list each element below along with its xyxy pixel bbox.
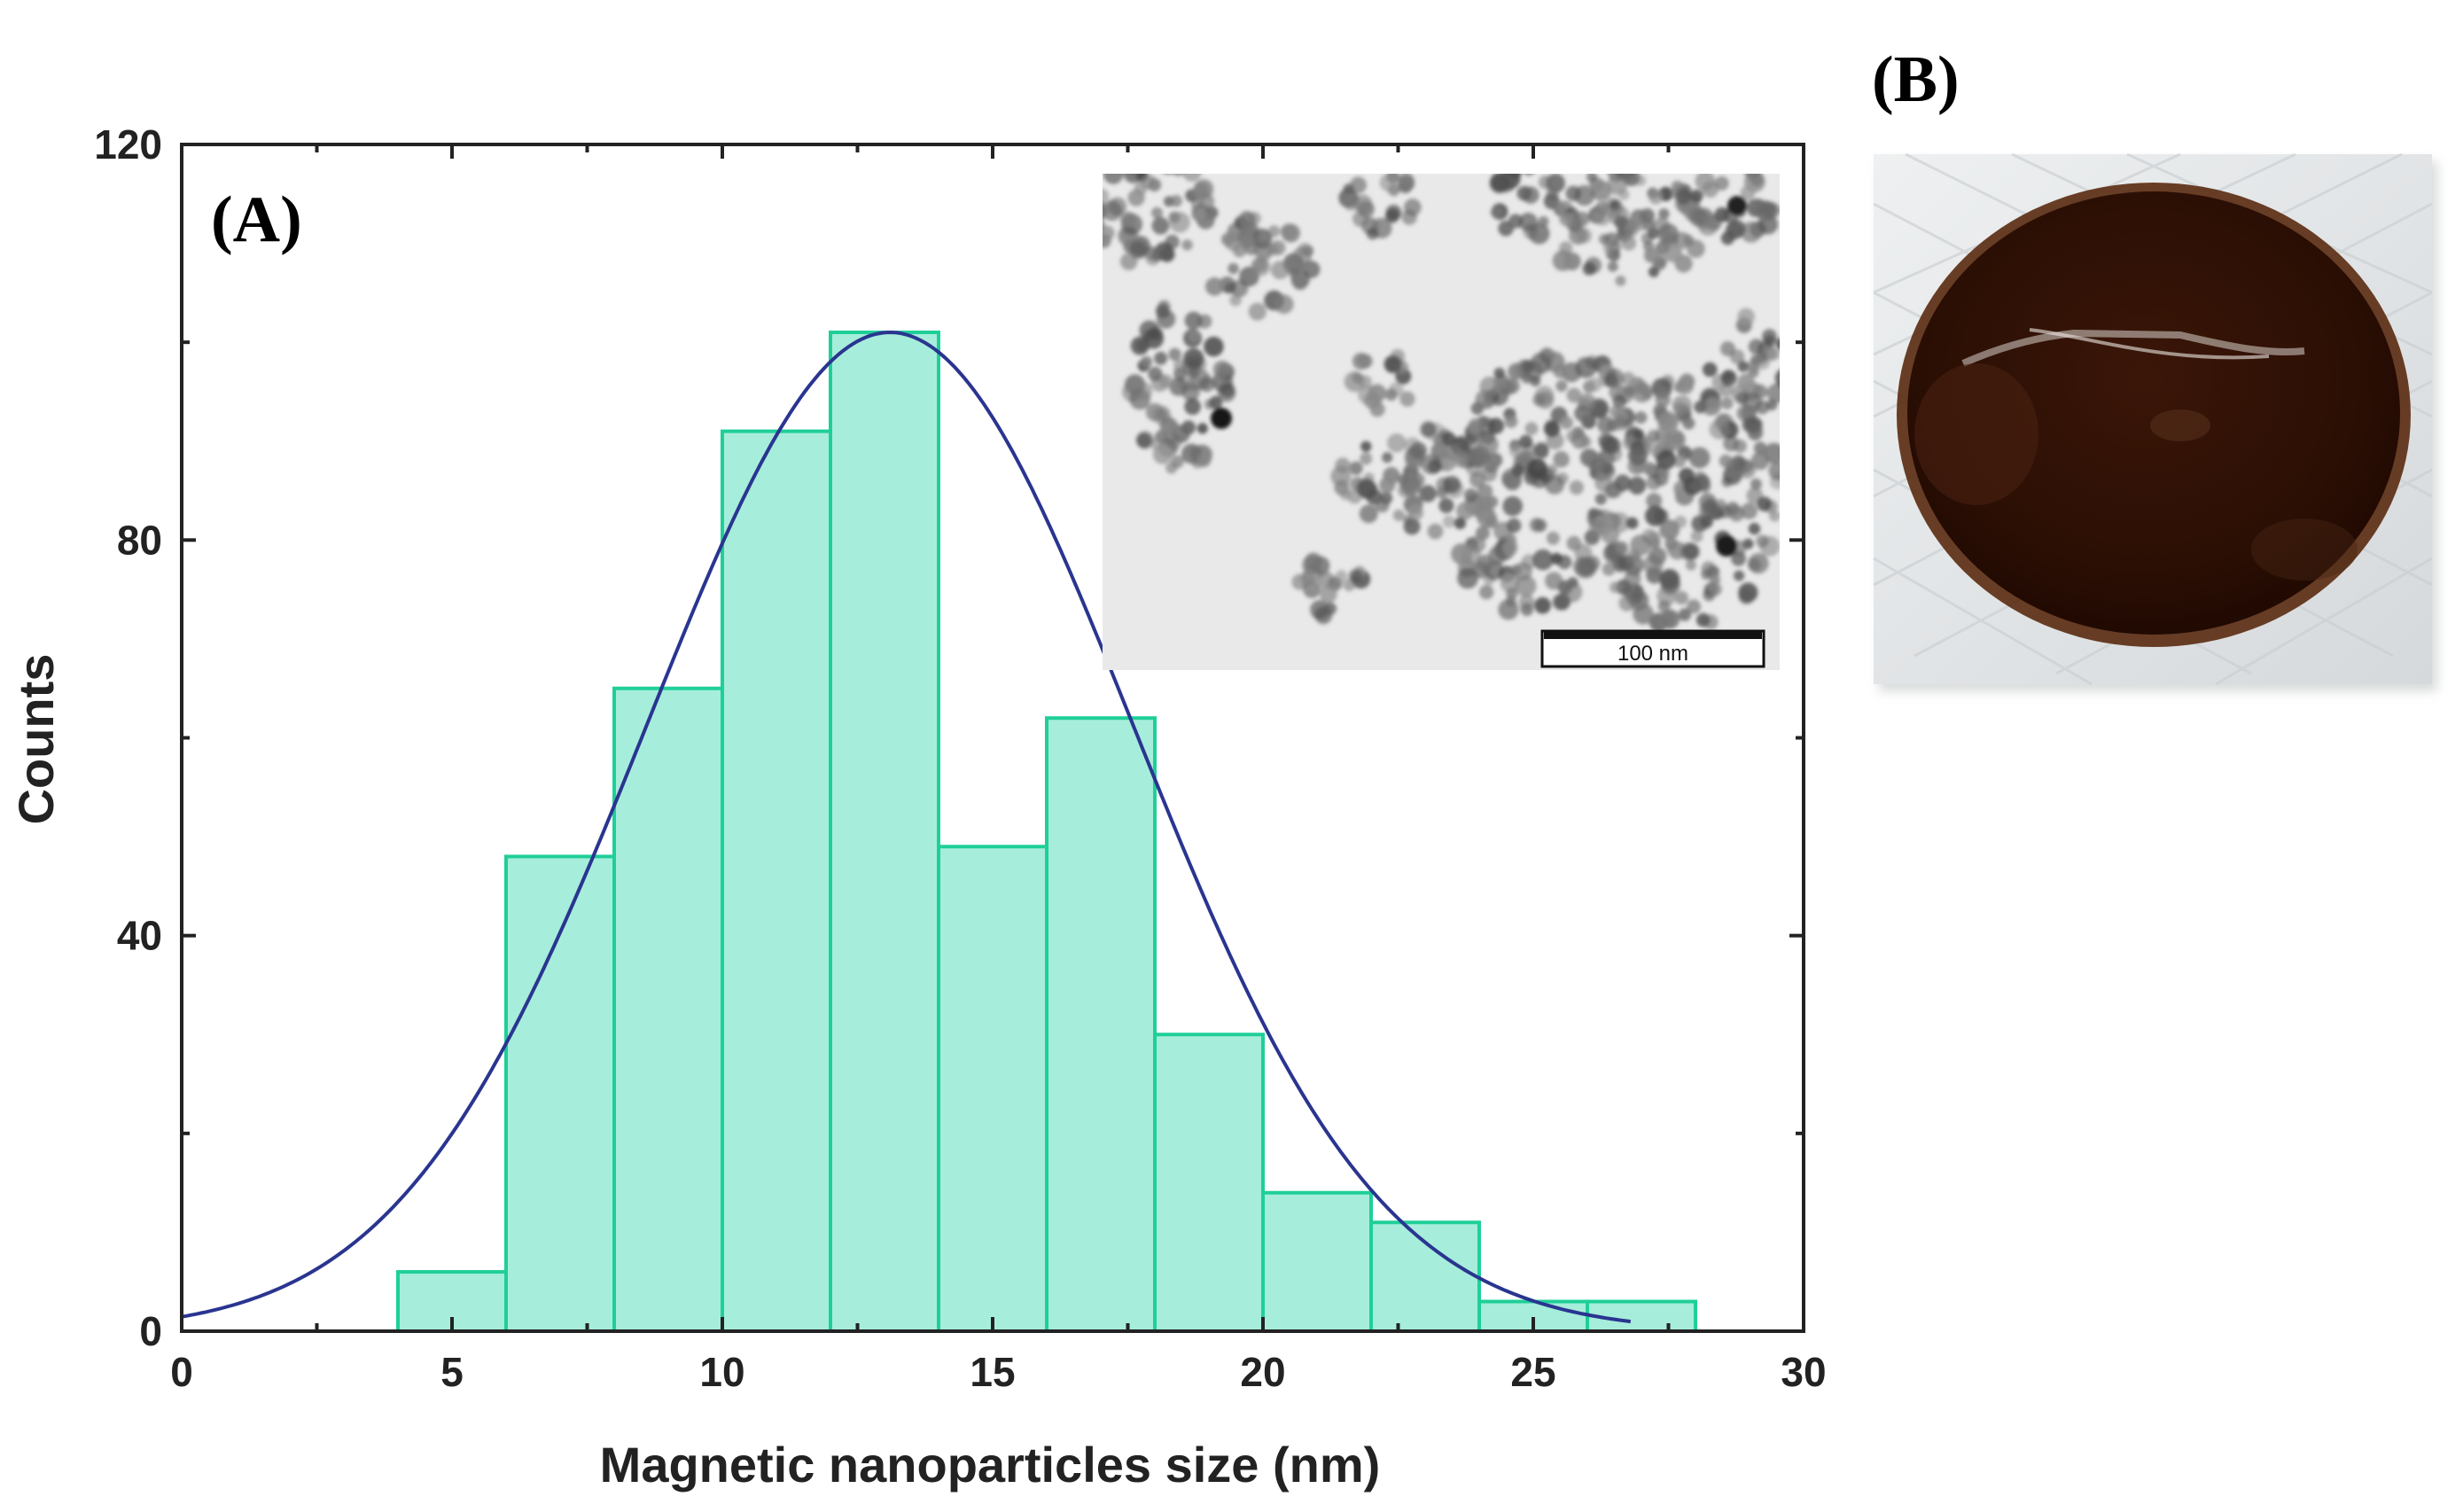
histogram-bar-6-8	[504, 854, 616, 1333]
ferrofluid-photo	[1873, 152, 2437, 691]
histogram-bar-16-18	[1045, 716, 1157, 1333]
panel-label-a: (A)	[211, 183, 302, 256]
scale-bar-label: 100 nm	[1617, 642, 1688, 666]
y-axis-title: Counts	[8, 654, 64, 825]
tem-inset-image: 100 nm	[1103, 174, 1780, 670]
x-tick-label: 0	[170, 1349, 193, 1395]
panel-label-b: (B)	[1872, 43, 1960, 116]
x-axis-ticks: 0 5 10 15 20 25 30	[170, 144, 1827, 1395]
histogram-chart: 100 nm 0 5 10 15 20 25 30 0 40 80 120 Magnetic na…	[8, 121, 1827, 1493]
x-tick-label: 25	[1510, 1349, 1555, 1395]
histogram-bar-14-16	[937, 845, 1048, 1333]
panel-b: (B)	[1872, 43, 2437, 691]
y-tick-label: 80	[117, 517, 162, 563]
scale-bar: 100 nm	[1540, 629, 1765, 668]
y-tick-label: 40	[117, 913, 162, 959]
y-tick-label: 0	[139, 1308, 162, 1354]
x-tick-label: 10	[699, 1349, 744, 1395]
x-tick-label: 30	[1781, 1349, 1826, 1395]
histogram-bar-10-12	[721, 429, 832, 1333]
x-tick-label: 15	[970, 1349, 1015, 1395]
histogram-bar-18-20	[1153, 1033, 1265, 1333]
histogram-bars	[396, 331, 1697, 1334]
gaussian-fit-curve	[181, 330, 1632, 1324]
x-axis-title: Magnetic nanoparticles size (nm)	[600, 1437, 1381, 1493]
histogram-bar-12-14	[829, 331, 940, 1334]
x-tick-label: 5	[440, 1349, 464, 1395]
y-axis-ticks: 0 40 80 120	[94, 121, 1804, 1354]
histogram-bar-8-10	[612, 686, 724, 1333]
x-tick-label: 20	[1240, 1349, 1285, 1395]
histogram-bar-20-22	[1261, 1190, 1373, 1333]
y-tick-label: 120	[94, 121, 162, 168]
histogram-bar-22-24	[1369, 1220, 1481, 1333]
